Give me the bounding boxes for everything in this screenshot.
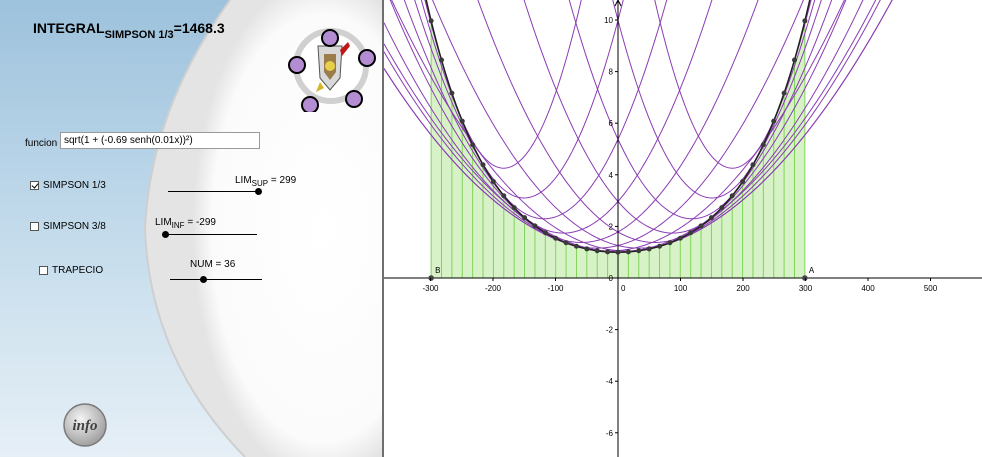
graph-canvas[interactable]: B A -300 -200 -100 0 100 200 300 400 500 10 8 6 4 2 0 -2 -… [384, 0, 982, 457]
num-slider-handle[interactable] [200, 276, 207, 283]
integral-result: INTEGRALSIMPSON 1/3=1468.3 [33, 20, 225, 41]
university-logo-icon [288, 28, 376, 112]
function-label: funcion [25, 138, 58, 149]
num-label: NUM = 36 [190, 259, 236, 270]
y-tick-label: 10 [604, 16, 613, 25]
x-tick-label: 300 [799, 284, 813, 293]
sample-point [501, 193, 507, 199]
function-input[interactable] [60, 132, 260, 149]
x-tick-label: 100 [674, 284, 688, 293]
integral-area [431, 20, 805, 279]
sample-point [698, 223, 704, 229]
lim-sup-label: LIMSUP = 299 [235, 175, 297, 188]
sample-point [553, 235, 559, 241]
y-tick-label: -6 [606, 429, 614, 438]
y-axis-arrow [614, 0, 622, 7]
sample-point [625, 249, 631, 255]
sample-point [542, 230, 548, 236]
sample-point [449, 90, 455, 96]
sample-point [573, 243, 579, 249]
sample-point [802, 18, 808, 24]
lim-sup-slider-handle[interactable] [255, 188, 262, 195]
x-tick-label: -300 [422, 284, 439, 293]
lim-inf-slider-handle[interactable] [162, 231, 169, 238]
sample-point [781, 90, 787, 96]
sample-point [771, 118, 777, 124]
sample-point [708, 215, 714, 221]
x-tick-label: 0 [621, 284, 626, 293]
sample-point [511, 205, 517, 211]
sample-point [605, 249, 611, 255]
sample-point [563, 240, 569, 246]
sample-point [428, 18, 434, 24]
sample-point [657, 243, 663, 249]
num-slider-track[interactable] [170, 279, 262, 280]
y-tick-label: 8 [609, 68, 614, 77]
sample-point [636, 248, 642, 254]
sample-point [677, 235, 683, 241]
simpson-parabola [403, 0, 759, 243]
panel-divider [382, 0, 384, 457]
sample-point [522, 215, 528, 221]
checkbox-label: TRAPECIO [52, 265, 104, 276]
x-tick-label: -100 [547, 284, 564, 293]
sample-point [791, 57, 797, 63]
sample-point [470, 142, 476, 148]
sample-point [760, 142, 766, 148]
point-a-label: A [809, 266, 815, 275]
checkbox-box[interactable] [30, 181, 39, 190]
sample-point [615, 249, 621, 255]
checkbox-box[interactable] [30, 222, 39, 231]
graphics-view[interactable]: B A -300 -200 -100 0 100 200 300 400 500 10 8 6 4 2 0 -2 -… [384, 0, 982, 457]
info-button-label: info [72, 418, 97, 434]
y-tick-label: 0 [609, 274, 614, 283]
x-tick-label: 200 [736, 284, 750, 293]
sample-point [646, 246, 652, 252]
background-arc [143, 0, 382, 457]
x-tick-label: -200 [485, 284, 502, 293]
x-tick-label: 400 [861, 284, 875, 293]
sample-point [719, 205, 725, 211]
simpson-parabola [523, 0, 822, 234]
simpson-38-checkbox[interactable]: SIMPSON 3/8 [30, 221, 106, 232]
sample-point [667, 240, 673, 246]
lim-inf-slider-track[interactable] [165, 234, 257, 235]
trapecio-checkbox[interactable]: TRAPECIO [39, 265, 103, 276]
sample-point [490, 179, 496, 185]
sample-point [439, 57, 445, 63]
sample-point [480, 162, 486, 168]
simpson-parabola [384, 0, 845, 252]
info-button[interactable]: info [60, 402, 110, 448]
y-tick-label: 6 [609, 119, 614, 128]
y-tick-label: 2 [609, 222, 614, 231]
y-tick-label: -4 [606, 377, 614, 386]
x-tick-label: 500 [924, 284, 938, 293]
point-b-label: B [435, 266, 440, 275]
lim-sup-slider-track[interactable] [168, 191, 260, 192]
sample-point [532, 223, 538, 229]
checkbox-label: SIMPSON 1/3 [43, 180, 106, 191]
sample-point [459, 118, 465, 124]
control-panel: INTEGRALSIMPSON 1/3=1468.3 funcion SIMPS… [0, 0, 382, 457]
checkbox-box[interactable] [39, 266, 48, 275]
sample-point [740, 179, 746, 185]
point-a [802, 275, 808, 281]
sample-point [750, 162, 756, 168]
sample-point [729, 193, 735, 199]
simpson-parabola [477, 0, 833, 243]
sample-point [584, 246, 590, 252]
checkbox-label: SIMPSON 3/8 [43, 221, 106, 232]
sample-point [594, 248, 600, 254]
simpson-parabola [432, 0, 847, 249]
y-tick-label: -2 [606, 326, 614, 335]
y-tick-label: 4 [609, 171, 614, 180]
sample-point [688, 230, 694, 236]
point-b [428, 275, 434, 281]
simpson-13-checkbox[interactable]: SIMPSON 1/3 [30, 180, 106, 191]
lim-inf-label: LIMINF = -299 [155, 217, 216, 230]
